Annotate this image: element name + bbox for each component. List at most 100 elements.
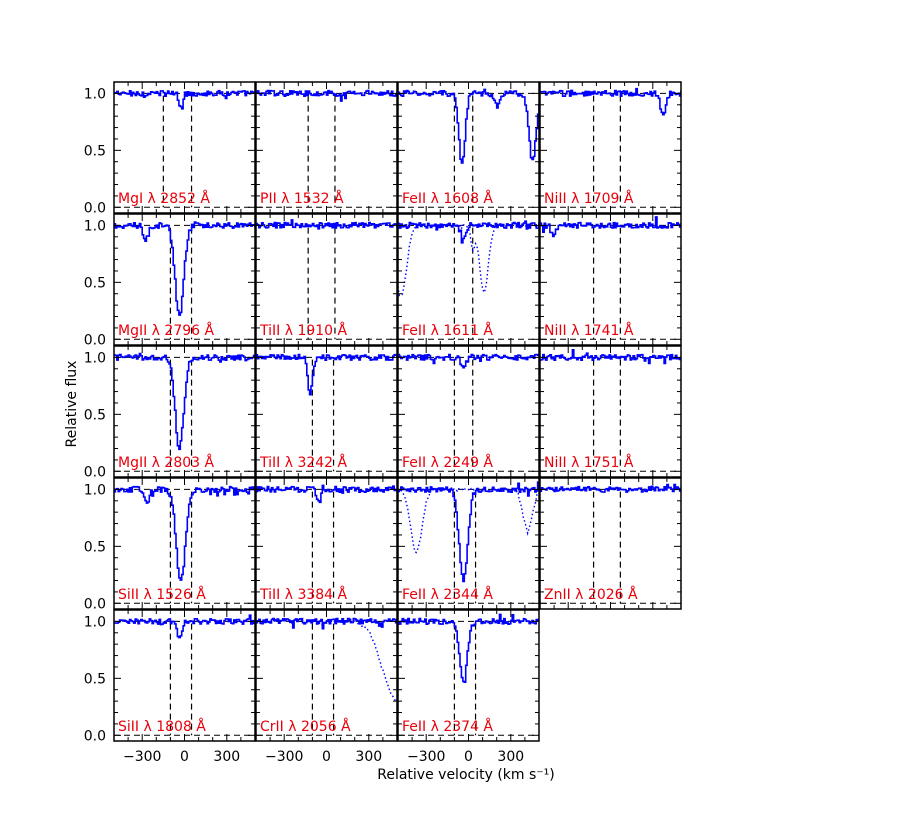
y-tick-label: 1.0	[84, 350, 106, 366]
panel-2-3: NiII λ 1751 Å	[539, 345, 682, 478]
x-tick-label: −300	[265, 749, 303, 765]
panel-plot-area	[114, 352, 255, 472]
panel-label: FeII λ 1611 Å	[402, 322, 493, 339]
panel-1-0: MgII λ 2796 Å 0.0 0.5 1.0	[84, 213, 256, 348]
panel-plot-area	[256, 89, 397, 208]
y-tick-label: 1.0	[84, 614, 106, 630]
panel-plot-area	[398, 613, 539, 736]
spectrum-line	[540, 483, 681, 493]
y-tick-label: 0.5	[84, 539, 106, 555]
panel-plot-area	[540, 87, 681, 208]
panel-0-2: FeII λ 1608 Å	[397, 81, 540, 214]
y-tick-label: 0.0	[84, 464, 106, 480]
spectrum-line	[256, 219, 397, 230]
panel-plot-area	[398, 353, 539, 472]
panel-plot-area	[256, 617, 397, 736]
panel-label: FeII λ 1608 Å	[402, 190, 493, 207]
spectrum-line	[398, 88, 539, 164]
panel-4-1: CrII λ 2056 Å −300 0 300	[255, 609, 398, 765]
panel-1-2: FeII λ 1611 Å	[397, 213, 540, 346]
panel-0-0: MgI λ 2852 Å 0.0 0.5 1.0	[84, 81, 256, 216]
panel-1-3: NiII λ 1741 Å	[539, 213, 682, 346]
spectrum-line	[114, 352, 255, 451]
y-tick-label: 0.0	[84, 596, 106, 612]
panel-plot-area	[114, 89, 255, 208]
panel-plot-area	[256, 219, 397, 340]
blend-spectrum	[398, 486, 539, 554]
x-tick-label: −300	[407, 749, 445, 765]
spectrum-line	[114, 221, 255, 316]
panel-3-0: SiII λ 1526 Å 0.0 0.5 1.0	[84, 477, 256, 612]
x-tick-label: 300	[213, 749, 240, 765]
spectrum-line	[398, 353, 539, 369]
blend-spectrum	[398, 221, 539, 297]
panel-label: TiII λ 3242 Å	[259, 454, 348, 471]
y-tick-label: 1.0	[84, 86, 106, 102]
panel-label: SiII λ 1808 Å	[118, 718, 206, 735]
panel-label: FeII λ 2249 Å	[402, 454, 493, 471]
panel-3-2: FeII λ 2344 Å	[397, 477, 540, 610]
panel-0-1: PII λ 1532 Å	[255, 81, 398, 214]
spectrum-line	[540, 349, 681, 365]
panel-plot-area	[540, 216, 681, 340]
panel-0-3: NiII λ 1709 Å	[539, 81, 682, 214]
x-tick-label: 0	[464, 749, 473, 765]
y-tick-label: 0.5	[84, 275, 106, 291]
x-tick-label: 300	[355, 749, 382, 765]
spectrum-line	[540, 87, 681, 116]
panel-label: MgII λ 2803 Å	[118, 454, 214, 471]
panels-layer: MgI λ 2852 Å 0.0 0.5 1.0 PII λ 1532 Å FeII λ …	[84, 81, 682, 765]
panel-plot-area	[398, 88, 539, 208]
spectrum-line	[114, 89, 255, 110]
x-tick-label: −300	[123, 749, 161, 765]
panel-label: NiII λ 1741 Å	[544, 322, 634, 339]
spectrum-line	[540, 216, 681, 238]
x-tick-label: 300	[497, 749, 524, 765]
panel-1-1: TiII λ 1910 Å	[255, 213, 398, 346]
y-tick-label: 0.5	[84, 143, 106, 159]
panel-plot-area	[256, 353, 397, 472]
y-tick-label: 1.0	[84, 482, 106, 498]
panel-label: TiII λ 3384 Å	[259, 586, 348, 603]
panel-4-0: SiII λ 1808 Å 0.0 0.5 1.0 −300 0 300	[84, 609, 256, 765]
panel-2-1: TiII λ 3242 Å	[255, 345, 398, 478]
panel-label: NiII λ 1709 Å	[544, 190, 634, 207]
panel-plot-area	[256, 484, 397, 604]
spectrum-line	[256, 353, 397, 396]
panel-plot-area	[114, 485, 255, 604]
y-axis-label: Relative flux	[64, 361, 80, 448]
panel-label: MgI λ 2852 Å	[118, 190, 210, 207]
spectrum-line	[398, 220, 539, 244]
panel-label: MgII λ 2796 Å	[118, 322, 214, 339]
y-tick-label: 0.5	[84, 407, 106, 423]
y-tick-label: 0.5	[84, 671, 106, 687]
spectrum-line	[114, 614, 255, 639]
panel-2-0: MgII λ 2803 Å 0.0 0.5 1.0	[84, 345, 256, 480]
y-tick-label: 0.0	[84, 728, 106, 744]
panel-label: ZnII λ 2026 Å	[544, 586, 638, 603]
panel-plot-area	[540, 349, 681, 472]
spectrum-line	[256, 484, 397, 504]
panel-3-1: TiII λ 3384 Å	[255, 477, 398, 610]
y-tick-label: 1.0	[84, 218, 106, 234]
y-tick-label: 0.0	[84, 332, 106, 348]
panel-label: CrII λ 2056 Å	[260, 718, 351, 735]
spectrum-line	[398, 481, 539, 583]
panel-plot-area	[540, 483, 681, 604]
panel-label: SiII λ 1526 Å	[118, 586, 206, 603]
x-tick-label: 0	[322, 749, 331, 765]
x-tick-label: 0	[180, 749, 189, 765]
panel-4-2: FeII λ 2374 Å −300 0 300	[397, 609, 540, 765]
panel-plot-area	[398, 220, 539, 340]
panel-label: TiII λ 1910 Å	[259, 322, 348, 339]
panel-label: FeII λ 2344 Å	[402, 586, 493, 603]
blend-spectrum	[256, 618, 397, 703]
panel-2-2: FeII λ 2249 Å	[397, 345, 540, 478]
panel-label: NiII λ 1751 Å	[544, 454, 634, 471]
panel-plot-area	[398, 481, 539, 604]
panel-label: FeII λ 2374 Å	[402, 718, 493, 735]
panel-plot-area	[114, 614, 255, 736]
y-tick-label: 0.0	[84, 200, 106, 216]
x-axis-label: Relative velocity (km s⁻¹)	[377, 767, 555, 783]
